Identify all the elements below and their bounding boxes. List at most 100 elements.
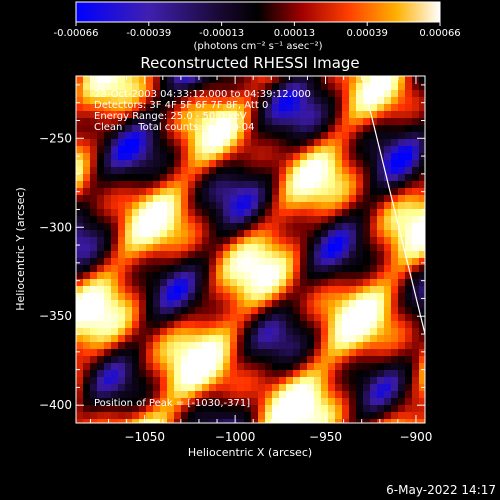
heatmap-cell [286,286,293,293]
heatmap-cell [97,349,104,356]
heatmap-cell [153,314,160,321]
heatmap-cell [377,321,384,328]
heatmap-cell [195,293,202,300]
heatmap-cell [419,405,425,412]
heatmap-cell [125,209,132,216]
heatmap-cell [146,314,153,321]
heatmap-cell [244,237,251,244]
heatmap-cell [356,258,363,265]
heatmap-cell [83,328,90,335]
heatmap-cell [83,76,90,83]
heatmap-cell [76,230,83,237]
heatmap-cell [132,391,139,398]
heatmap-cell [188,202,195,209]
heatmap-cell [363,237,370,244]
heatmap-cell [384,195,391,202]
heatmap-cell [405,97,412,104]
x-tick-label: −950 [309,430,342,444]
heatmap-cell [286,90,293,97]
heatmap-cell [363,188,370,195]
heatmap-cell [125,216,132,223]
heatmap-cell [174,265,181,272]
heatmap-cell [83,286,90,293]
heatmap-cell [223,216,230,223]
heatmap-cell [195,83,202,90]
heatmap-cell [391,244,398,251]
heatmap-cell [188,153,195,160]
heatmap-cell [314,188,321,195]
heatmap-cell [356,342,363,349]
heatmap-cell [244,153,251,160]
heatmap-cell [181,272,188,279]
heatmap-cell [132,342,139,349]
heatmap-cell [132,356,139,363]
heatmap-cell [349,314,356,321]
heatmap-cell [384,230,391,237]
heatmap-cell [370,342,377,349]
heatmap-cell [160,384,167,391]
heatmap-cell [202,419,209,423]
heatmap-cell [181,160,188,167]
chart-title: Reconstructed RHESSI Image [140,54,359,72]
heatmap-cell [237,216,244,223]
heatmap-cell [83,349,90,356]
heatmap-cell [398,139,405,146]
heatmap-cell [258,125,265,132]
heatmap-cell [391,265,398,272]
heatmap-cell [118,230,125,237]
heatmap-cell [111,363,118,370]
heatmap-cell [167,335,174,342]
heatmap-cell [209,349,216,356]
heatmap-cell [90,83,97,90]
heatmap-cell [363,300,370,307]
heatmap-cell [398,342,405,349]
heatmap-cell [356,391,363,398]
heatmap-cell [251,188,258,195]
heatmap-cell [328,405,335,412]
heatmap-cell [146,132,153,139]
heatmap-cell [307,139,314,146]
heatmap-cell [209,356,216,363]
heatmap-cell [139,321,146,328]
heatmap-cell [97,286,104,293]
heatmap-cell [391,321,398,328]
heatmap-cell [349,160,356,167]
heatmap-cell [314,265,321,272]
clean-counts-text: Clean Total counts: 1.27E+04 [94,122,254,133]
heatmap-cell [356,167,363,174]
heatmap-cell [265,237,272,244]
heatmap-cell [335,363,342,370]
heatmap-cell [384,398,391,405]
heatmap-cell [342,384,349,391]
heatmap-cell [202,146,209,153]
heatmap-cell [300,132,307,139]
heatmap-cell [209,97,216,104]
heatmap-cell [202,279,209,286]
heatmap-cell [125,384,132,391]
heatmap-cell [153,286,160,293]
heatmap-cell [251,349,258,356]
heatmap-cell [419,279,425,286]
heatmap-cell [384,181,391,188]
heatmap-cell [174,174,181,181]
heatmap-cell [391,209,398,216]
heatmap-cell [125,335,132,342]
heatmap-cell [335,146,342,153]
heatmap-cell [279,412,286,419]
heatmap-cell [104,363,111,370]
heatmap-cell [188,370,195,377]
heatmap-cell [412,181,419,188]
heatmap-cell [412,237,419,244]
heatmap-cell [286,370,293,377]
heatmap-cell [384,307,391,314]
heatmap-cell [188,272,195,279]
colorbar-tick-label: 0.00039 [347,28,388,39]
heatmap-cell [363,146,370,153]
heatmap-cell [391,384,398,391]
heatmap-cell [139,244,146,251]
heatmap-cell [160,111,167,118]
heatmap-cell [272,209,279,216]
heatmap-cell [153,384,160,391]
heatmap-cell [370,286,377,293]
heatmap-cell [188,76,195,83]
